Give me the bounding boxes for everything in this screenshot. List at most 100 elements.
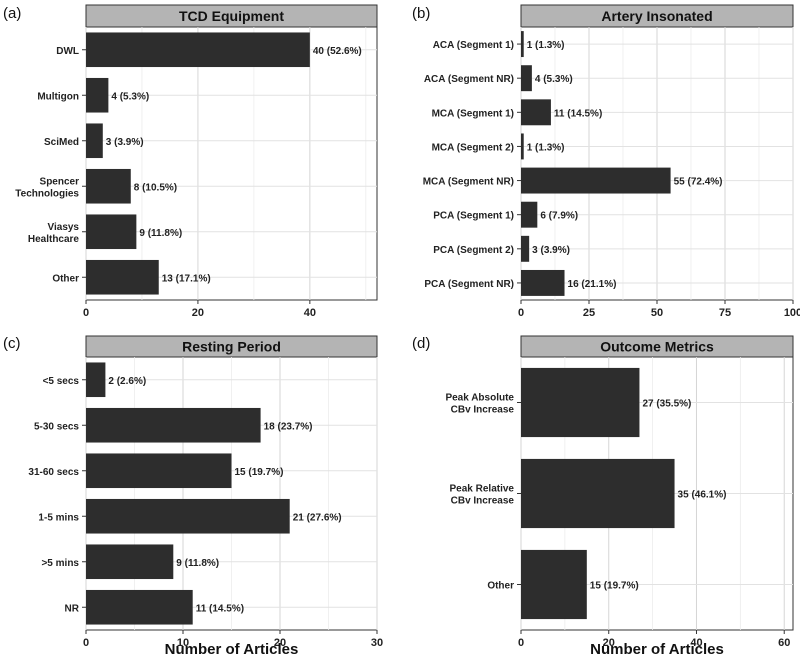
- category-label-line: ACA (Segment NR): [424, 74, 514, 85]
- plot-area: [85, 26, 378, 301]
- category-label-line: 5-30 secs: [34, 421, 79, 432]
- bar: [86, 77, 109, 113]
- category-label: Other: [52, 273, 79, 284]
- category-label: Spencer Technologies: [15, 176, 79, 199]
- bar: [86, 453, 232, 489]
- category-label: 5-30 secs: [34, 421, 79, 432]
- bar: [86, 544, 174, 580]
- category-label-line: Multigon: [37, 91, 79, 102]
- data-label: 11 (14.5%): [554, 108, 602, 119]
- category-label: ACA (Segment NR): [424, 74, 514, 85]
- category-label: PCA (Segment NR): [424, 279, 514, 290]
- x-axis-title: Number of Articles: [590, 641, 724, 658]
- bar: [521, 269, 565, 296]
- x-tick-label: 30: [371, 637, 383, 649]
- data-label: 18 (23.7%): [264, 421, 313, 432]
- category-label: PCA (Segment 1): [433, 211, 514, 222]
- category-label-line: PCA (Segment NR): [424, 279, 514, 290]
- bar: [521, 549, 587, 620]
- category-label-line: 1-5 mins: [38, 512, 79, 523]
- category-label-line: ACA (Segment 1): [433, 40, 514, 51]
- category-label-line: MCA (Segment NR): [423, 177, 514, 188]
- x-tick-label: 20: [603, 637, 615, 649]
- category-label: Peak Relative CBv Increase: [450, 484, 515, 507]
- category-label: SciMed: [44, 137, 79, 148]
- category-label: Multigon: [37, 91, 79, 102]
- x-tick-label: 60: [778, 637, 790, 649]
- data-label: 2 (2.6%): [108, 376, 146, 387]
- data-label: 11 (14.5%): [196, 603, 244, 614]
- data-label: 4 (5.3%): [111, 91, 149, 102]
- category-label: NR: [65, 603, 80, 614]
- bar: [521, 167, 671, 194]
- bar: [521, 65, 532, 92]
- category-label: ACA (Segment 1): [433, 40, 514, 51]
- bar: [521, 458, 675, 529]
- category-label-line: PCA (Segment 2): [433, 245, 514, 256]
- bar: [86, 168, 131, 204]
- category-label-line: CBv Increase: [451, 496, 515, 507]
- bar: [521, 367, 640, 438]
- x-tick-label: 0: [518, 307, 524, 319]
- panel-title: Outcome Metrics: [600, 339, 714, 355]
- category-label: DWL: [56, 46, 79, 57]
- x-tick-label: 50: [651, 307, 663, 319]
- data-label: 1 (1.3%): [527, 40, 565, 51]
- category-label-line: PCA (Segment 1): [433, 211, 514, 222]
- bar: [521, 99, 551, 126]
- category-label-line: NR: [65, 603, 80, 614]
- data-label: 13 (17.1%): [162, 273, 211, 284]
- data-label: 8 (10.5%): [134, 182, 177, 193]
- panel-title: TCD Equipment: [179, 8, 284, 24]
- bar: [521, 201, 538, 228]
- panel-title: Resting Period: [182, 339, 281, 355]
- category-label: Viasys Healthcare: [28, 222, 80, 245]
- category-label: 31-60 secs: [28, 467, 79, 478]
- category-label-line: 31-60 secs: [28, 467, 79, 478]
- data-label: 55 (72.4%): [674, 177, 723, 188]
- bar: [86, 123, 103, 159]
- category-label: MCA (Segment NR): [423, 177, 514, 188]
- bar: [86, 362, 106, 398]
- category-label: MCA (Segment 1): [432, 108, 514, 119]
- bar: [86, 259, 159, 295]
- category-label-line: MCA (Segment 1): [432, 108, 514, 119]
- data-label: 15 (19.7%): [235, 467, 284, 478]
- category-label: MCA (Segment 2): [432, 142, 514, 153]
- category-label: >5 mins: [41, 558, 79, 569]
- bar: [86, 589, 193, 625]
- category-label-line: Other: [52, 273, 79, 284]
- category-label-line: Peak Absolute: [445, 393, 514, 404]
- panel-a: (a) TCD Equipment 40 (52.6%) DWL 4 (5.3%) Mul…: [3, 4, 378, 319]
- x-axis-title: Number of Articles: [165, 641, 299, 658]
- panel-letter: (b): [412, 5, 430, 22]
- data-label: 9 (11.8%): [176, 558, 219, 569]
- category-label-line: Peak Relative: [450, 484, 515, 495]
- category-label-line: Other: [487, 581, 514, 592]
- x-tick-label: 0: [83, 637, 89, 649]
- x-tick-label: 0: [83, 307, 89, 319]
- bar: [86, 32, 310, 68]
- x-tick-label: 100: [784, 307, 800, 319]
- x-tick-label: 25: [583, 307, 595, 319]
- bar: [521, 235, 530, 262]
- category-label: <5 secs: [43, 376, 80, 387]
- category-label-line: <5 secs: [43, 376, 80, 387]
- panel-b: (b) Artery Insonated 1 (1.3%) ACA (Segment …: [412, 4, 800, 319]
- panel-title: Artery Insonated: [601, 8, 712, 24]
- category-label-line: Healthcare: [28, 234, 80, 245]
- category-label-line: CBv Increase: [451, 405, 515, 416]
- x-tick-label: 20: [274, 637, 286, 649]
- category-label-line: SciMed: [44, 137, 79, 148]
- category-label-line: Viasys: [47, 222, 79, 233]
- category-label-line: MCA (Segment 2): [432, 142, 514, 153]
- panel-d: (d) Outcome Metrics 27 (35.5%) Peak Absolut…: [412, 335, 794, 658]
- category-label-line: >5 mins: [41, 558, 79, 569]
- data-label: 27 (35.5%): [642, 399, 691, 410]
- panel-c: (c) Resting Period 2 (2.6%) <5 secs 18 (23.7…: [3, 335, 383, 658]
- data-label: 3 (3.9%): [532, 245, 570, 256]
- data-label: 40 (52.6%): [313, 46, 362, 57]
- data-label: 1 (1.3%): [527, 142, 565, 153]
- panel-letter: (c): [3, 335, 21, 352]
